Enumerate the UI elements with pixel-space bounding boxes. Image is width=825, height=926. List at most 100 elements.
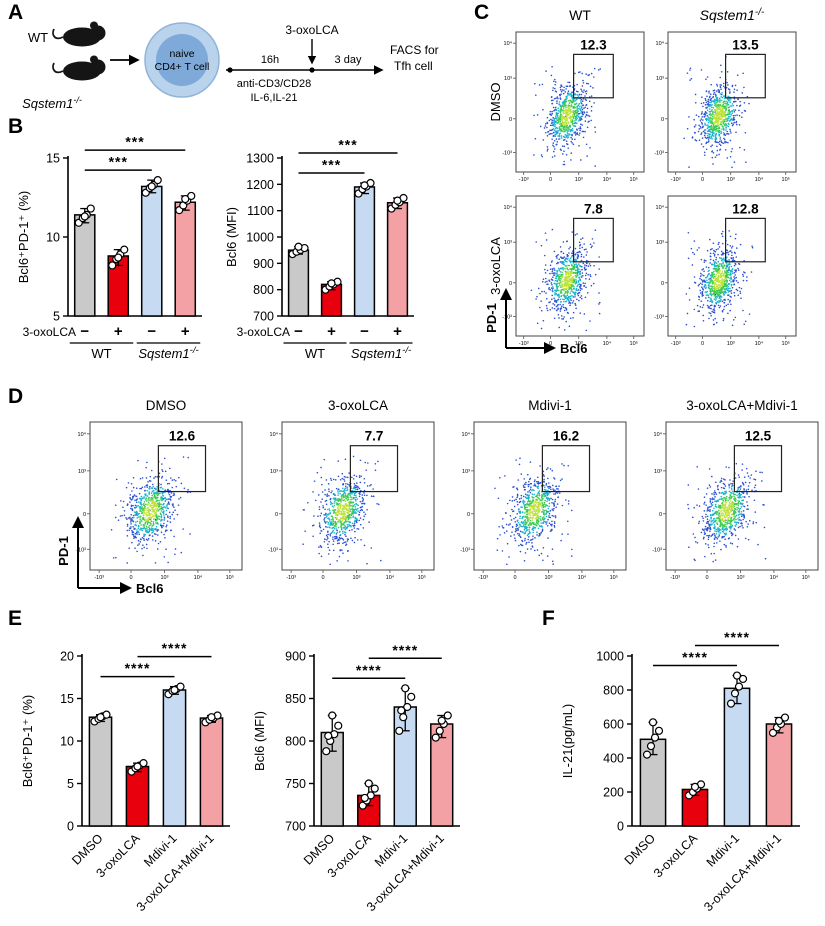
chart-bcl6-pd1-percent-mdivi: 0 5 10 15 20 Bcl6⁺PD-1⁺ (%) **** **** DMSO3-oxoL… <box>20 640 230 914</box>
svg-text:10⁴: 10⁴ <box>755 340 764 347</box>
svg-text:10⁴: 10⁴ <box>386 574 395 581</box>
y-tick-label: 15 <box>46 152 60 166</box>
svg-text:0: 0 <box>509 281 512 287</box>
y-axis-title: Bcl6⁺PD-1⁺ (%) <box>20 695 35 787</box>
significance-stars: *** <box>322 157 341 173</box>
x-axis-label-bcl6: Bcl6 <box>560 341 587 356</box>
y-tick-label: 600 <box>603 718 624 732</box>
plus-minus-label: + <box>114 323 123 340</box>
svg-text:10³: 10³ <box>78 469 86 475</box>
y-tick-label: 1000 <box>246 231 274 245</box>
data-point <box>327 279 336 288</box>
significance-stars: **** <box>125 660 151 676</box>
col-header-sqstem1: Sqstem1-/- <box>700 7 765 23</box>
experiment-schematic: WT Sqstem1-/- naive CD4+ T cell 3-oxoLCA… <box>22 21 439 111</box>
x-tick-label: 3-oxoLCA <box>651 831 701 881</box>
cell-label-line1: naive <box>169 48 194 60</box>
dot-cloud <box>533 65 602 167</box>
y-tick-label: 1100 <box>247 204 274 218</box>
flow-plot: 12.6 10⁴ 10³ 0 -10³ -10³ 0 10³ 10⁴ 10⁵ <box>76 421 243 581</box>
axes: 700 750 800 850 900 Bcl6 (MFI) <box>252 650 460 834</box>
dot-cloud <box>302 455 382 566</box>
data-point <box>334 721 343 730</box>
data-point <box>153 176 162 185</box>
data-point <box>181 194 190 204</box>
gate-rect <box>349 445 399 493</box>
data-point <box>399 713 408 722</box>
y-axis-title: Bcl6 (MFI) <box>252 711 267 771</box>
axes: 0 200 400 600 800 1000 IL-21(pg/mL) <box>560 650 800 834</box>
data-point <box>96 713 105 722</box>
bars <box>639 671 793 827</box>
svg-text:0: 0 <box>661 117 664 123</box>
x-tick-label: 3-oxoLCA+Mdivi-1 <box>701 831 784 914</box>
panel-a-label: A <box>8 1 24 24</box>
data-point <box>147 182 156 191</box>
cell-label-line2: CD4+ T cell <box>155 61 210 73</box>
svg-text:0: 0 <box>549 177 552 183</box>
flow-title-3oxolca-mdivi1: 3-oxoLCA+Mdivi-1 <box>686 398 797 413</box>
plus-minus-label: − <box>147 323 156 340</box>
gate-value: 16.2 <box>553 429 579 444</box>
chart-bcl6-mfi-mdivi: 700 750 800 850 900 Bcl6 (MFI) **** **** DMSO3-o… <box>252 642 460 914</box>
plus-minus-label: + <box>393 323 402 340</box>
treatment-label: 3-oxoLCA <box>285 23 338 37</box>
gate-value: 12.6 <box>169 429 196 444</box>
dot-cloud <box>683 56 750 169</box>
svg-text:10⁴: 10⁴ <box>656 40 665 47</box>
gate-value: 7.7 <box>365 429 384 444</box>
y-tick-label: 5 <box>53 310 60 324</box>
bar <box>287 249 310 317</box>
plot-frame <box>665 421 819 571</box>
row-label-dmso: DMSO <box>488 83 503 122</box>
bars <box>287 178 409 317</box>
sqstem1-mouse-label: Sqstem1-/- <box>22 95 82 111</box>
chart-il21-elisa: 0 200 400 600 800 1000 IL-21(pg/mL) **** **** DMS… <box>560 629 800 914</box>
svg-text:-10³: -10³ <box>519 341 529 347</box>
y-tick-label: 800 <box>285 735 306 749</box>
gate-rect <box>572 53 614 99</box>
panel-e-label: E <box>8 607 23 630</box>
significance: *** *** <box>298 137 398 174</box>
svg-text:0: 0 <box>701 341 704 347</box>
axes: 0 5 10 15 20 Bcl6⁺PD-1⁺ (%) <box>20 650 230 834</box>
svg-text:0: 0 <box>275 512 278 518</box>
svg-text:0: 0 <box>83 512 86 518</box>
plus-minus-label: − <box>294 323 303 340</box>
y-tick-label: 900 <box>253 257 274 271</box>
significance-stars: *** <box>109 154 128 170</box>
svg-text:10³: 10³ <box>504 76 512 82</box>
plus-minus-label: + <box>327 323 336 340</box>
svg-text:10³: 10³ <box>575 341 583 347</box>
data-point <box>726 699 736 708</box>
data-point <box>401 684 410 693</box>
y-tick-label: 0 <box>67 820 74 834</box>
y-axis-label-pd1: PD-1 <box>56 536 71 566</box>
data-point <box>360 181 369 190</box>
chart-bcl6-pd1-percent-wt-vs-sqstem1: 5 10 15 Bcl6⁺PD-1⁺ (%) *** *** − + − +3-oxoLCA WT S… <box>16 134 202 361</box>
data-point <box>642 750 652 759</box>
y-tick-label: 10 <box>46 231 60 245</box>
plus-minus-label: + <box>181 323 190 340</box>
y-tick-label: 1000 <box>596 650 624 664</box>
bar <box>386 202 409 317</box>
gate-rect <box>733 445 783 493</box>
svg-text:10³: 10³ <box>270 469 278 475</box>
data-point <box>108 261 117 270</box>
y-tick-label: 750 <box>285 777 306 791</box>
svg-text:10³: 10³ <box>353 575 361 581</box>
significance-stars: **** <box>162 640 188 656</box>
flow-plot: 13.5 10⁴ 10³ 0 -10³ -10³ 0 10³ 10⁴ 10⁵ <box>654 31 797 183</box>
cell-inner-circle <box>156 34 208 86</box>
svg-text:10⁴: 10⁴ <box>603 340 612 347</box>
data-point <box>370 784 379 793</box>
data-point <box>176 682 185 691</box>
svg-text:10⁴: 10⁴ <box>78 431 87 438</box>
panel-c-flow-grid: WT Sqstem1-/- DMSO 3-oxoLCA PD-1 Bcl6 12… <box>484 7 797 356</box>
svg-text:0: 0 <box>549 341 552 347</box>
